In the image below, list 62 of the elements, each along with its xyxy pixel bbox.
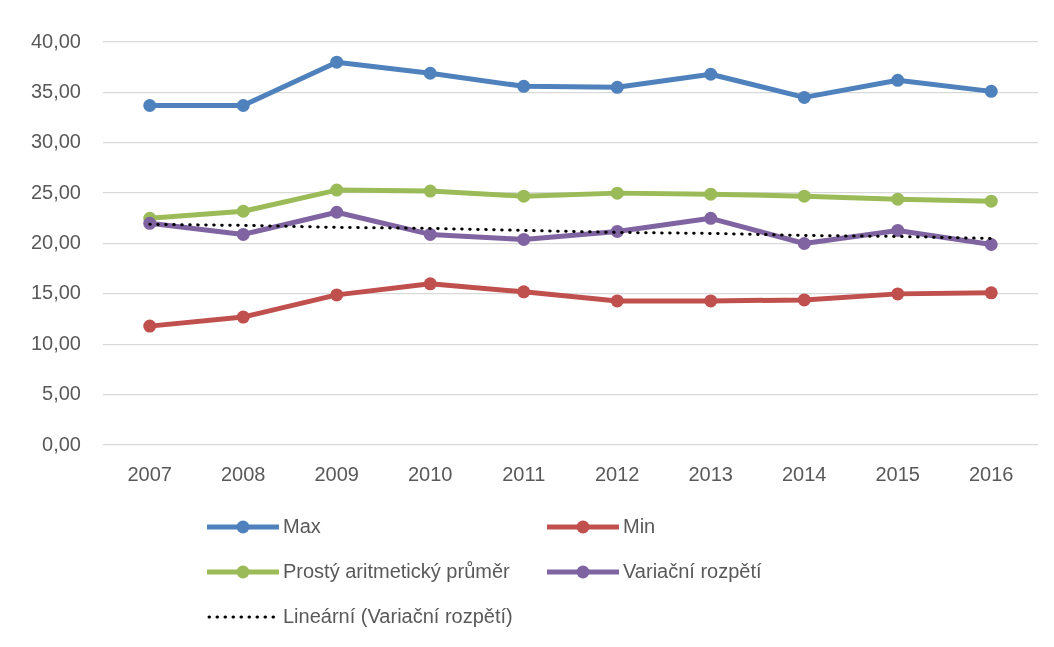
- point: [236, 310, 250, 324]
- y-tick-label: 40,00: [30, 29, 81, 52]
- legend-label: Max: [283, 515, 321, 538]
- point: [236, 227, 250, 241]
- point: [797, 237, 811, 250]
- point: [797, 293, 811, 307]
- x-tick-label: 2007: [127, 462, 172, 485]
- x-tick-label: 2010: [408, 462, 453, 485]
- point: [984, 238, 998, 252]
- y-tick-label: 35,00: [30, 79, 81, 102]
- point: [517, 189, 531, 203]
- point: [423, 227, 437, 241]
- point: [984, 194, 998, 208]
- point: [984, 286, 998, 300]
- point: [797, 90, 811, 104]
- x-tick-label: 2014: [782, 462, 827, 485]
- x-tick-label: 2012: [595, 462, 640, 485]
- point: [517, 79, 531, 93]
- point: [704, 211, 718, 225]
- point: [610, 80, 624, 94]
- y-tick-label: 0,00: [42, 432, 81, 455]
- point: [330, 288, 344, 302]
- point: [891, 192, 905, 206]
- point: [143, 216, 157, 230]
- x-tick-label: 2008: [221, 462, 266, 485]
- point: [330, 55, 344, 69]
- point: [330, 205, 344, 219]
- legend-label: Lineární (Variační rozpětí): [283, 605, 513, 628]
- y-tick-label: 25,00: [30, 180, 81, 203]
- point: [704, 294, 718, 308]
- point: [704, 67, 718, 81]
- x-tick-label: 2011: [502, 462, 546, 485]
- x-tick-label: 2016: [969, 462, 1014, 485]
- point: [984, 84, 998, 98]
- point: [704, 187, 718, 201]
- legend-label: Variační rozpětí: [623, 560, 762, 583]
- y-tick-label: 10,00: [30, 331, 81, 354]
- point: [891, 223, 905, 237]
- point: [610, 294, 624, 308]
- point: [423, 277, 437, 291]
- point: [891, 73, 905, 87]
- legend-label: Min: [623, 515, 656, 538]
- point: [330, 183, 344, 197]
- x-tick-label: 2013: [688, 462, 733, 485]
- point: [423, 66, 437, 80]
- point: [143, 98, 157, 112]
- x-tick-label: 2015: [875, 462, 920, 485]
- point: [143, 319, 157, 333]
- legend-label: Prostý aritmetický průměr: [283, 560, 510, 583]
- y-tick-label: 5,00: [42, 382, 81, 405]
- point: [236, 98, 250, 112]
- point: [891, 287, 905, 301]
- point: [797, 189, 811, 203]
- point: [610, 186, 624, 200]
- point: [517, 285, 531, 299]
- y-tick-label: 20,00: [30, 231, 81, 254]
- point: [236, 204, 250, 218]
- y-tick-label: 30,00: [30, 130, 81, 153]
- x-tick-label: 2009: [314, 462, 359, 485]
- point: [517, 232, 531, 246]
- point: [423, 184, 437, 198]
- y-tick-label: 15,00: [30, 281, 81, 304]
